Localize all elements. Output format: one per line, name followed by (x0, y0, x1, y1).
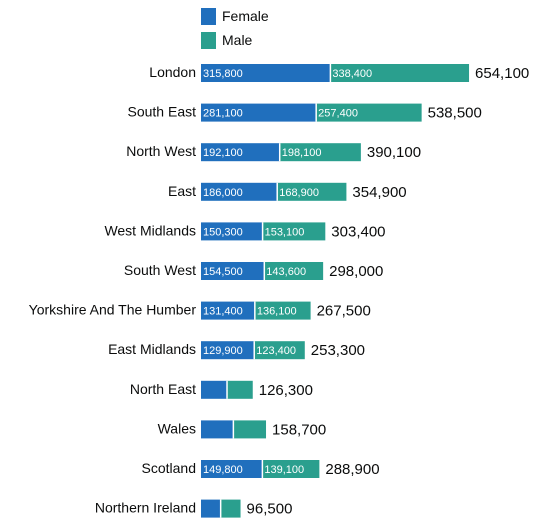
category-label-scotland: Scotland (142, 460, 196, 476)
bar-female-yorkshire-and-the-humber (201, 301, 255, 320)
data-label-female-south-west: 154,500 (203, 266, 243, 278)
bar-female-east-midlands (201, 341, 255, 360)
bar-female-north-west (201, 143, 280, 162)
bar-female-west-midlands (201, 222, 263, 241)
bar-male-north-east (227, 380, 253, 399)
data-label-male-london: 338,400 (332, 68, 372, 80)
bar-male-northern-ireland (220, 499, 241, 518)
data-label-male-north-west: 198,100 (282, 147, 322, 159)
data-label-male-east: 168,900 (279, 187, 319, 199)
total-label-north-west: 390,100 (367, 144, 421, 161)
data-label-female-north-west: 192,100 (203, 147, 243, 159)
bar-female-east (201, 182, 278, 201)
bar-female-south-east (201, 103, 317, 122)
bar-female-north-east (201, 380, 228, 399)
bar-female-scotland (201, 460, 263, 478)
bar-male-south-west (264, 262, 324, 280)
category-label-south-east: South East (128, 104, 197, 120)
category-label-northern-ireland: Northern Ireland (95, 500, 196, 516)
total-label-northern-ireland: 96,500 (247, 501, 293, 518)
bar-male-south-east (316, 103, 422, 122)
bars-group: London 315,800 338,400 654,100 South East 281… (29, 64, 529, 518)
bar-female-south-west (201, 262, 265, 280)
total-label-east-midlands: 253,300 (311, 342, 365, 359)
category-label-wales: Wales (158, 420, 196, 436)
category-label-london: London (149, 64, 196, 80)
legend-label-male: Male (222, 32, 253, 48)
data-label-male-east-midlands: 123,400 (256, 345, 296, 357)
legend-label-female: Female (222, 8, 269, 24)
legend-swatch-female (201, 8, 216, 25)
total-label-west-midlands: 303,400 (331, 223, 385, 240)
bar-male-east (277, 182, 347, 201)
bar-female-northern-ireland (201, 499, 221, 518)
category-label-north-east: North East (130, 381, 196, 397)
total-label-south-west: 298,000 (329, 263, 383, 280)
bar-female-wales (201, 420, 234, 439)
data-label-female-yorkshire-and-the-humber: 131,400 (203, 306, 243, 318)
bar-female-london (201, 64, 331, 82)
bar-male-north-west (279, 143, 361, 162)
data-label-male-west-midlands: 153,100 (265, 226, 305, 238)
data-label-male-scotland: 139,100 (264, 464, 304, 476)
total-label-north-east: 126,300 (259, 382, 313, 399)
bar-male-west-midlands (262, 222, 326, 241)
data-label-male-south-east: 257,400 (318, 108, 358, 120)
data-label-female-west-midlands: 150,300 (203, 226, 243, 238)
total-label-south-east: 538,500 (428, 105, 482, 122)
data-label-male-yorkshire-and-the-humber: 136,100 (257, 306, 297, 318)
bar-male-scotland (262, 460, 320, 478)
total-label-yorkshire-and-the-humber: 267,500 (317, 303, 371, 320)
data-label-female-south-east: 281,100 (203, 108, 243, 120)
bar-male-london (330, 64, 470, 82)
category-label-north-west: North West (126, 143, 196, 159)
total-label-scotland: 288,900 (325, 461, 379, 478)
data-label-female-east-midlands: 129,900 (203, 345, 243, 357)
category-label-east: East (168, 183, 196, 199)
category-label-west-midlands: West Midlands (104, 222, 196, 238)
category-label-east-midlands: East Midlands (108, 341, 196, 357)
category-label-south-west: South West (124, 262, 196, 278)
total-label-east: 354,900 (352, 184, 406, 201)
total-label-london: 654,100 (475, 65, 529, 82)
total-label-wales: 158,700 (272, 421, 326, 438)
bar-male-east-midlands (254, 341, 305, 360)
data-label-female-london: 315,800 (203, 68, 243, 80)
data-label-male-south-west: 143,600 (266, 266, 306, 278)
bar-male-wales (233, 420, 267, 439)
legend: Female Male (201, 8, 269, 49)
category-label-yorkshire-and-the-humber: Yorkshire And The Humber (29, 302, 197, 318)
legend-swatch-male (201, 32, 216, 49)
data-label-female-scotland: 149,800 (203, 464, 243, 476)
data-label-female-east: 186,000 (203, 187, 243, 199)
bar-male-yorkshire-and-the-humber (254, 301, 311, 320)
